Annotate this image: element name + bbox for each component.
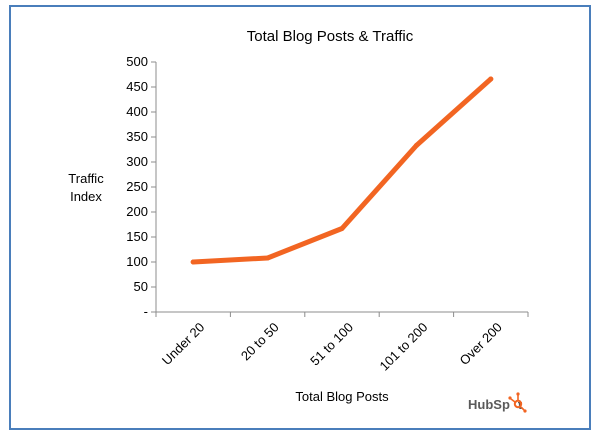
y-axis-label-line-1: Traffic — [68, 171, 104, 186]
hubspot-logo: HubSpot — [468, 392, 527, 413]
y-tick-label: 350 — [126, 129, 148, 144]
y-tick-label: 300 — [126, 154, 148, 169]
y-tick-label: 50 — [134, 279, 148, 294]
y-tick-label: - — [144, 304, 148, 319]
y-tick-label: 400 — [126, 104, 148, 119]
y-tick-label: 200 — [126, 204, 148, 219]
x-tick-label: 51 to 100 — [307, 320, 356, 369]
y-axis-label: Traffic Index — [68, 171, 104, 204]
y-tick-label: 150 — [126, 229, 148, 244]
chart-title: Total Blog Posts & Traffic — [247, 28, 414, 45]
x-axis-label: Total Blog Posts — [295, 389, 389, 404]
series-layer — [190, 76, 494, 265]
y-axis-ticks: - 50 100 150 200 250 300 350 400 450 500 — [126, 54, 156, 319]
x-axis-ticks: Under 20 20 to 50 51 to 100 101 to 200 Over … — [155, 312, 529, 374]
x-tick-label: Over 200 — [456, 320, 504, 368]
x-tick-label: 101 to 200 — [376, 320, 430, 374]
data-point — [190, 259, 196, 265]
sprocket-icon — [508, 392, 527, 413]
y-tick-label: 100 — [126, 254, 148, 269]
y-tick-label: 500 — [126, 54, 148, 69]
y-tick-label: 250 — [126, 179, 148, 194]
x-tick-label: 20 to 50 — [238, 320, 282, 364]
x-tick-label: Under 20 — [159, 320, 207, 368]
chart-frame — [9, 5, 591, 430]
series-line — [190, 76, 494, 265]
data-point — [488, 76, 494, 82]
data-point — [265, 255, 271, 261]
y-tick-label: 450 — [126, 79, 148, 94]
hubspot-logo-text-start: HubSp — [468, 397, 510, 412]
data-point — [413, 143, 419, 148]
data-point — [339, 226, 345, 231]
y-axis-label-line-2: Index — [70, 189, 102, 204]
